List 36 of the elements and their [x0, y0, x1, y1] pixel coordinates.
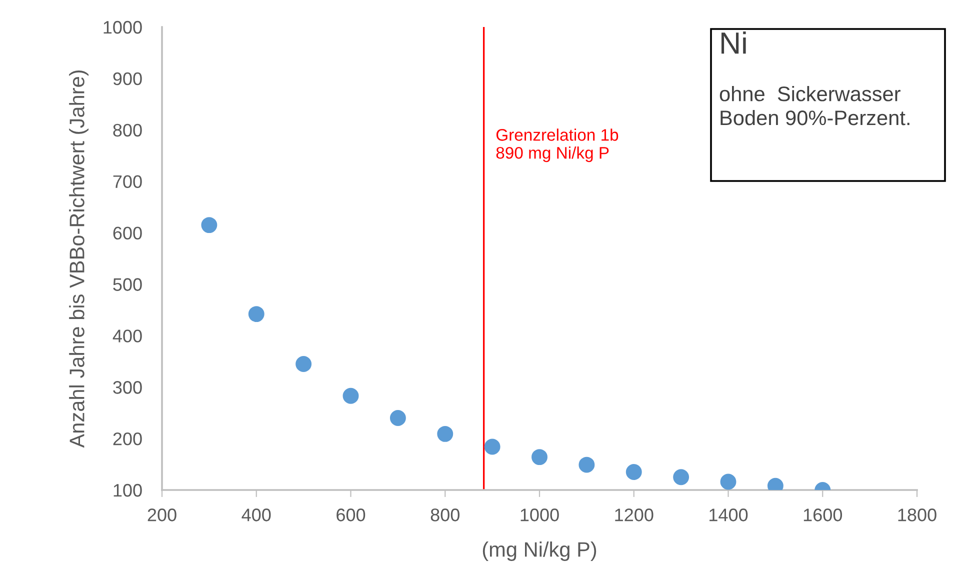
annotation: ohne Sickerwasser Boden 90%-Perzent.: [720, 86, 910, 126]
x-tick-label: 1400: [710, 508, 748, 522]
x-tick-label: 1200: [615, 508, 654, 522]
point: [390, 410, 406, 426]
x-axis-title: (mg Ni/kg P): [482, 542, 596, 561]
point: [296, 356, 312, 372]
annotation: Ni: [722, 32, 746, 54]
y-tick-label: 600: [113, 226, 142, 240]
y-axis-title: Anzahl Jahre bis VBBo-Richtwert (Jahre): [69, 70, 88, 448]
point: [201, 217, 218, 234]
point: [626, 464, 642, 480]
point: [578, 456, 595, 473]
y-tick-label: 300: [113, 381, 142, 394]
y-tick-label: 700: [113, 175, 142, 188]
y-tick-label: 900: [113, 72, 142, 86]
y-tick-label: 500: [113, 278, 142, 291]
point: [484, 438, 500, 455]
x-tick-label: 800: [430, 508, 460, 522]
point: [342, 388, 359, 404]
y-tick-label: 100: [114, 484, 142, 497]
point: [248, 306, 264, 322]
x-tick-label: 1800: [898, 508, 936, 522]
y-tick-label: 400: [112, 330, 142, 342]
x-tick-label: 1600: [804, 508, 842, 522]
y-tick-label: 1000: [104, 20, 142, 34]
point: [532, 449, 548, 466]
x-tick-label: 600: [336, 508, 366, 522]
point: [437, 426, 454, 442]
y-tick-label: 200: [113, 432, 142, 446]
point: [673, 469, 690, 486]
x-tick-label: 400: [242, 508, 271, 522]
y-tick-label: 800: [113, 124, 142, 137]
x-tick-label: 200: [148, 508, 176, 522]
ref-line-label: Grenzrelation 1b 890 mg Ni/kg P: [496, 128, 618, 162]
point: [720, 474, 736, 490]
x-tick-label: 1000: [520, 508, 559, 522]
